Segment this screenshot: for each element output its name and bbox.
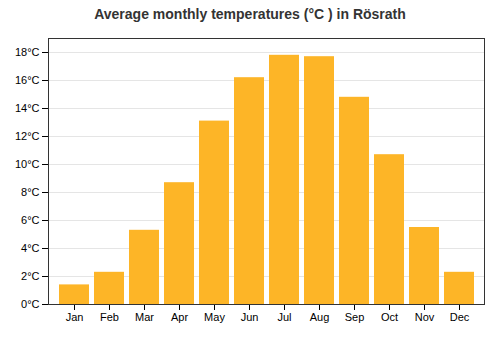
svg-text:12°C: 12°C bbox=[15, 130, 40, 142]
html-text:Average monthly temperatures (: Average monthly temperatures (°C ) in Rö… bbox=[94, 6, 406, 22]
svg-text:6°C: 6°C bbox=[21, 214, 40, 226]
svg-text:Jan: Jan bbox=[66, 311, 84, 323]
svg-text:10°C: 10°C bbox=[15, 158, 40, 170]
svg-text:Oct: Oct bbox=[381, 311, 398, 323]
svg-text:Apr: Apr bbox=[171, 311, 188, 323]
svg-text:18°C: 18°C bbox=[15, 46, 40, 58]
svg-text:Feb: Feb bbox=[100, 311, 119, 323]
svg-text:4°C: 4°C bbox=[21, 242, 40, 254]
svg-text:0°C: 0°C bbox=[21, 298, 40, 310]
svg-text:Aug: Aug bbox=[310, 311, 330, 323]
svg-text:Sep: Sep bbox=[345, 311, 365, 323]
svg-text:Dec: Dec bbox=[450, 311, 470, 323]
svg-text:8°C: 8°C bbox=[21, 186, 40, 198]
svg-text:Nov: Nov bbox=[415, 311, 435, 323]
svg-text:May: May bbox=[204, 311, 225, 323]
svg-text:Mar: Mar bbox=[135, 311, 154, 323]
svg-text:16°C: 16°C bbox=[15, 74, 40, 86]
svg-text:Jun: Jun bbox=[241, 311, 259, 323]
svg-text:2°C: 2°C bbox=[21, 270, 40, 282]
svg-text:Jul: Jul bbox=[277, 311, 291, 323]
svg-text:14°C: 14°C bbox=[15, 102, 40, 114]
